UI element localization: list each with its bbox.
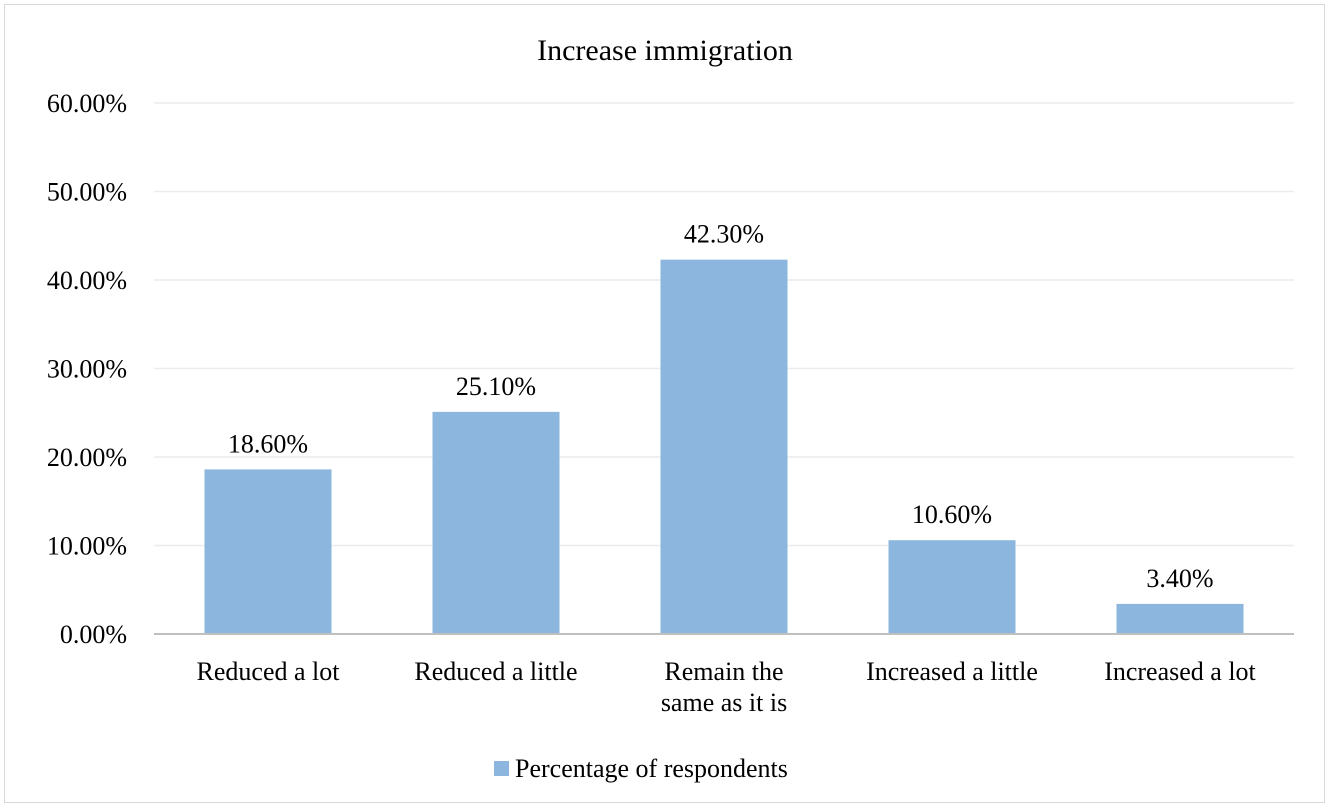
x-tick-label: Increased a little <box>866 657 1038 686</box>
y-tick-label: 50.00% <box>47 178 127 207</box>
chart-title: Increase immigration <box>537 34 793 67</box>
y-axis-tick-labels: 0.00% 10.00% 20.00% 30.00% 40.00% 50.00% 60.00… <box>47 89 127 649</box>
y-tick-label: 10.00% <box>47 532 127 561</box>
x-tick-label: Increased a lot <box>1104 657 1256 686</box>
x-axis-tick-labels: Reduced a lot Reduced a little Remain thes… <box>197 657 1257 717</box>
bar <box>1116 603 1244 634</box>
bar <box>660 259 788 634</box>
bars <box>204 259 1244 634</box>
bar-data-label: 3.40% <box>1146 564 1213 593</box>
bar <box>888 540 1016 634</box>
y-tick-label: 40.00% <box>47 266 127 295</box>
legend: Percentage of respondents <box>494 754 788 783</box>
bar-data-label: 18.60% <box>228 429 308 458</box>
legend-swatch <box>494 761 509 776</box>
gridlines <box>154 102 1294 547</box>
data-labels: 18.60% 25.10% 42.30% 10.60% 3.40% <box>228 220 1214 593</box>
y-tick-label: 20.00% <box>47 443 127 472</box>
x-tick-label: Remain the <box>664 657 783 686</box>
bar <box>432 411 560 634</box>
y-tick-label: 60.00% <box>47 89 127 118</box>
x-tick-label: same as it is <box>661 688 787 717</box>
bar-data-label: 25.10% <box>456 372 536 401</box>
y-tick-label: 30.00% <box>47 355 127 384</box>
x-tick-label: Reduced a little <box>414 657 577 686</box>
legend-label: Percentage of respondents <box>515 754 788 783</box>
bar-data-label: 42.30% <box>684 220 764 249</box>
y-tick-label: 0.00% <box>60 620 127 649</box>
bar <box>204 469 332 634</box>
x-tick-label: Reduced a lot <box>197 657 341 686</box>
bar-data-label: 10.60% <box>912 500 992 529</box>
